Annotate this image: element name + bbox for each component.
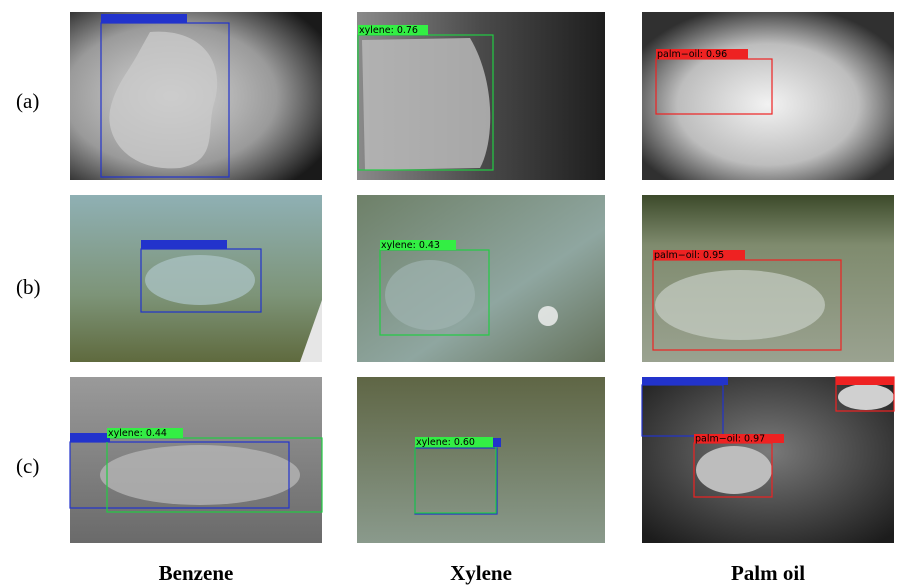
detection-label: xylene: 0.44 (108, 428, 167, 439)
column-label: Benzene (159, 561, 234, 585)
spill (145, 255, 255, 305)
column-labels: Benzene Xylene Palm oil (159, 561, 806, 585)
box-tag (836, 377, 894, 385)
column-label: Xylene (450, 561, 512, 585)
spill (385, 260, 475, 330)
spill (362, 38, 490, 170)
spill (696, 446, 772, 494)
row-label: (c) (16, 454, 39, 478)
images (70, 12, 894, 543)
row-label: (a) (16, 89, 39, 113)
image (642, 12, 894, 180)
column-label: Palm oil (731, 561, 805, 585)
figure: xylene: 0.76 palm−oil: 0.96 xylene: 0.43… (0, 0, 903, 586)
detection-label: xylene: 0.76 (359, 25, 418, 36)
detection-label: xylene: 0.60 (416, 437, 475, 448)
box-tag (70, 433, 110, 442)
box-tag (101, 14, 187, 23)
detection-label: palm−oil: 0.97 (695, 434, 765, 445)
spill (100, 445, 300, 505)
detection-label: palm−oil: 0.96 (657, 49, 727, 60)
detection-label: palm−oil: 0.95 (654, 250, 724, 261)
image (357, 377, 605, 543)
box-tag (642, 377, 728, 385)
detection-label: xylene: 0.43 (381, 240, 440, 251)
box-tag (141, 240, 227, 249)
row-labels: (a) (b) (c) (16, 89, 41, 478)
spill (838, 384, 894, 410)
spill (655, 270, 825, 340)
reflection (538, 306, 558, 326)
row-label: (b) (16, 275, 41, 299)
